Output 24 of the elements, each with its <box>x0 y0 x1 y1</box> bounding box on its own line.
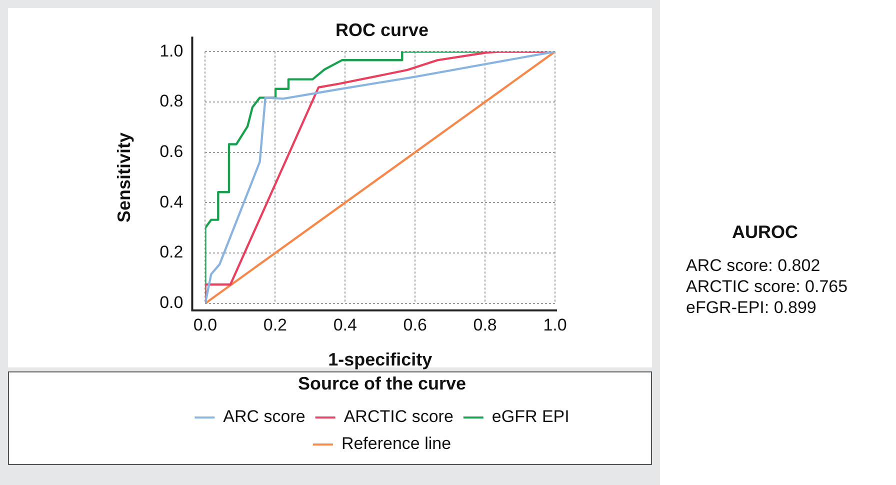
x-tick-label: 0.0 <box>193 315 218 334</box>
y-tick-label: 0.2 <box>160 242 184 262</box>
y-tick-label: 0.4 <box>160 192 184 212</box>
legend-title: Source of the curve <box>298 373 466 394</box>
text: ARCTIC score: 0.765 <box>686 276 848 297</box>
y-axis-title: Sensitivity <box>114 132 134 223</box>
y-tick-label: 0.8 <box>160 92 184 111</box>
x-tick-label: 0.2 <box>263 315 288 334</box>
y-tick-label: 1.0 <box>160 41 184 60</box>
legend-label: Reference line <box>341 434 452 454</box>
text: eFGR-EPI: 0.899 <box>686 297 818 318</box>
legend-label: ARCTIC score <box>344 407 454 426</box>
chart-title: ROC curve <box>335 20 429 40</box>
x-tick-label: 0.8 <box>473 315 497 334</box>
text: ARC score: 0.802 <box>686 255 822 276</box>
y-tick-label: 0.6 <box>160 142 184 162</box>
x-tick-label: 0.6 <box>403 315 427 334</box>
x-tick-label: 0.4 <box>333 315 357 334</box>
legend-label: ARC score <box>223 407 306 426</box>
y-tick-label: 0.0 <box>160 293 184 312</box>
legend-label: eGFR EPI <box>492 407 570 426</box>
x-tick-label: 1.0 <box>543 315 567 334</box>
x-axis-title: 1-specificity <box>328 350 432 370</box>
text: AUROC <box>732 222 799 243</box>
